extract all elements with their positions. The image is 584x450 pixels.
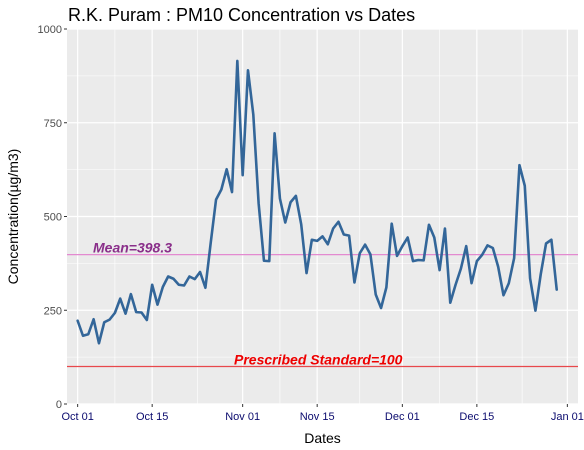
x-tick-label: Oct 01 xyxy=(61,411,93,423)
x-tick-label: Nov 15 xyxy=(300,411,335,423)
x-tick-label: Oct 15 xyxy=(136,411,168,423)
y-tick-label: 750 xyxy=(44,118,62,130)
y-tick-label: 250 xyxy=(44,305,62,317)
y-tick-label: 1000 xyxy=(38,24,62,36)
series-line-0 xyxy=(76,59,559,345)
x-tick-label: Dec 15 xyxy=(459,411,494,423)
reference-label-0: Mean=398.3 xyxy=(93,240,172,256)
x-axis-label: Dates xyxy=(304,430,341,446)
y-tick-label: 500 xyxy=(44,212,62,224)
chart-title: R.K. Puram : PM10 Concentration vs Dates xyxy=(68,5,415,25)
y-tick-label: 0 xyxy=(56,399,62,411)
x-tick-label: Dec 01 xyxy=(385,411,420,423)
y-axis-label: Concentration(µg/m3) xyxy=(5,149,21,285)
axis-ticks: 0 250 500 750 1000 Oct 01 Oct 15 Nov 01 Nov 15 De… xyxy=(38,24,584,423)
grid-lines xyxy=(67,28,578,405)
x-tick-label: Nov 01 xyxy=(225,411,260,423)
reference-lines: Mean=398.3 Prescribed Standard=100 xyxy=(67,240,578,368)
reference-label-1: Prescribed Standard=100 xyxy=(234,352,403,368)
x-tick-label: Jan 01 xyxy=(551,411,584,423)
series-group xyxy=(76,59,559,345)
